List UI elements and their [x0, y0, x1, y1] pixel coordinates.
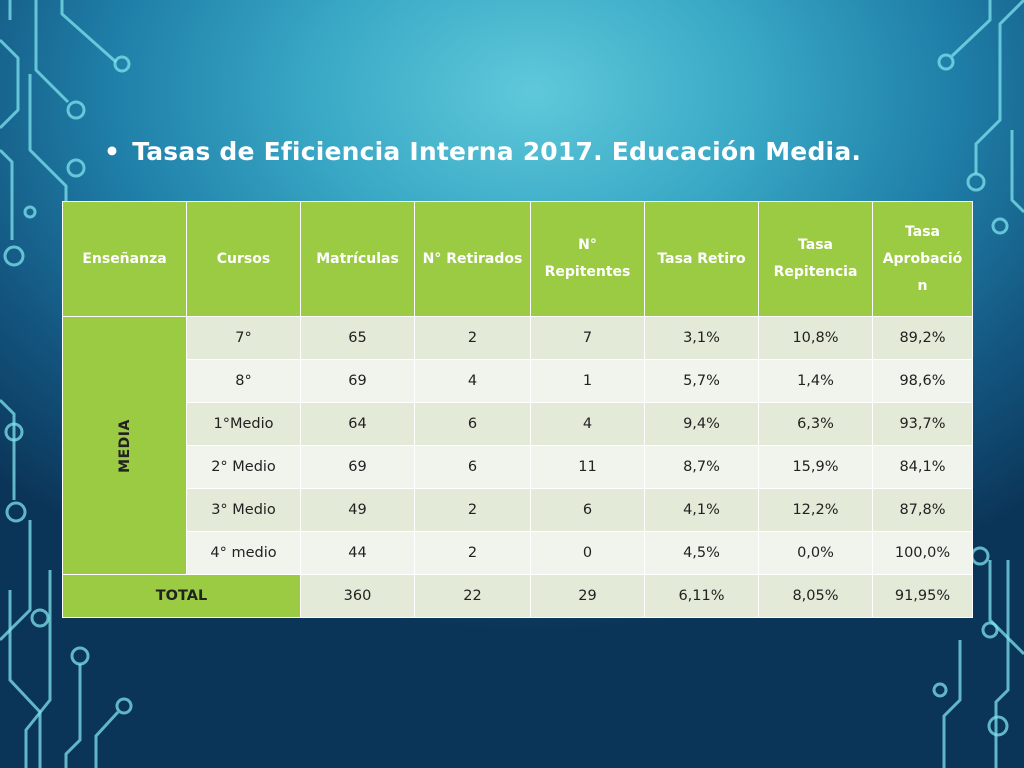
cell-matriculas: 69: [300, 445, 415, 489]
table-row: 1°Medio 64 6 4 9,4% 6,3% 93,7%: [63, 402, 973, 446]
cell-repitentes: 6: [530, 488, 645, 532]
cell-retirados: 2: [414, 488, 531, 532]
cell-matriculas: 65: [300, 316, 415, 360]
cell-tasa-retiro: 4,1%: [644, 488, 759, 532]
cell-repitentes: 4: [530, 402, 645, 446]
total-repitentes: 29: [530, 574, 645, 618]
cell-tasa-retiro: 9,4%: [644, 402, 759, 446]
cell-tasa-aprobacion: 98,6%: [872, 359, 973, 403]
cell-retirados: 2: [414, 531, 531, 575]
cell-tasa-repitencia: 12,2%: [758, 488, 873, 532]
total-label: TOTAL: [62, 574, 301, 618]
cell-retirados: 6: [414, 445, 531, 489]
cell-repitentes: 11: [530, 445, 645, 489]
total-matriculas: 360: [300, 574, 415, 618]
cell-tasa-repitencia: 1,4%: [758, 359, 873, 403]
slide-title-text: Tasas de Eficiencia Interna 2017. Educac…: [132, 136, 862, 166]
level-label: MEDIA: [116, 418, 133, 473]
cell-curso: 3° Medio: [186, 488, 301, 532]
total-row: TOTAL 360 22 29 6,11% 8,05% 91,95%: [62, 574, 973, 618]
cell-tasa-aprobacion: 87,8%: [872, 488, 973, 532]
cell-repitentes: 7: [530, 316, 645, 360]
table-header-row: Enseñanza Cursos Matrículas N° Retirados…: [62, 201, 973, 317]
cell-tasa-aprobacion: 93,7%: [872, 402, 973, 446]
table-row: 2° Medio 69 6 11 8,7% 15,9% 84,1%: [63, 445, 973, 489]
header-tasa-aprobacion-line1: Tasa: [905, 223, 940, 240]
total-tasa-retiro: 6,11%: [644, 574, 759, 618]
cell-tasa-retiro: 4,5%: [644, 531, 759, 575]
cell-curso: 8°: [186, 359, 301, 403]
cell-retirados: 4: [414, 359, 531, 403]
total-tasa-repitencia: 8,05%: [758, 574, 873, 618]
header-matriculas: Matrículas: [300, 201, 415, 317]
cell-tasa-repitencia: 10,8%: [758, 316, 873, 360]
cell-curso: 2° Medio: [186, 445, 301, 489]
cell-tasa-aprobacion: 89,2%: [872, 316, 973, 360]
total-tasa-aprobacion: 91,95%: [872, 574, 973, 618]
header-cursos: Cursos: [186, 201, 301, 317]
cell-tasa-retiro: 3,1%: [644, 316, 759, 360]
table-row: MEDIA 7° 65 2 7 3,1% 10,8% 89,2%: [62, 316, 973, 575]
header-ensenanza: Enseñanza: [62, 201, 187, 317]
header-tasa-aprobacion-line2: Aprobació: [882, 250, 963, 267]
cell-tasa-aprobacion: 84,1%: [872, 445, 973, 489]
cell-tasa-retiro: 8,7%: [644, 445, 759, 489]
slide-title: • Tasas de Eficiencia Interna 2017. Educ…: [104, 128, 984, 174]
cell-retirados: 2: [414, 316, 531, 360]
header-repitentes: N° Repitentes: [530, 201, 645, 317]
efficiency-table: Enseñanza Cursos Matrículas N° Retirados…: [62, 201, 973, 618]
header-tasa-repitencia-line2: Repitencia: [773, 264, 858, 280]
cell-retirados: 6: [414, 402, 531, 446]
header-tasa-repitencia: Tasa Repitencia: [758, 201, 873, 317]
cell-repitentes: 1: [530, 359, 645, 403]
cell-matriculas: 49: [300, 488, 415, 532]
cell-tasa-repitencia: 0,0%: [758, 531, 873, 575]
bullet-icon: •: [104, 136, 121, 166]
cell-matriculas: 69: [300, 359, 415, 403]
level-cell: MEDIA: [62, 316, 187, 575]
header-tasa-retiro: Tasa Retiro: [644, 201, 759, 317]
cell-tasa-retiro: 5,7%: [644, 359, 759, 403]
header-tasa-aprobacion: Tasa Aprobació n: [872, 201, 973, 317]
cell-tasa-repitencia: 15,9%: [758, 445, 873, 489]
table-row: 4° medio 44 2 0 4,5% 0,0% 100,0%: [63, 531, 973, 575]
header-tasa-repitencia-line1: Tasa: [798, 237, 833, 253]
header-repitentes-line1: N°: [578, 237, 597, 253]
header-tasa-aprobacion-line3: n: [917, 277, 928, 294]
header-repitentes-line2: Repitentes: [544, 264, 631, 280]
table-row: 3° Medio 49 2 6 4,1% 12,2% 87,8%: [63, 488, 973, 532]
cell-curso: 1°Medio: [186, 402, 301, 446]
cell-tasa-aprobacion: 100,0%: [872, 531, 973, 575]
cell-curso: 7°: [186, 316, 301, 360]
cell-repitentes: 0: [530, 531, 645, 575]
cell-tasa-repitencia: 6,3%: [758, 402, 873, 446]
cell-matriculas: 64: [300, 402, 415, 446]
header-retirados: N° Retirados: [414, 201, 531, 317]
cell-matriculas: 44: [300, 531, 415, 575]
cell-curso: 4° medio: [186, 531, 301, 575]
table-row: 8° 69 4 1 5,7% 1,4% 98,6%: [63, 359, 973, 403]
total-retirados: 22: [414, 574, 531, 618]
